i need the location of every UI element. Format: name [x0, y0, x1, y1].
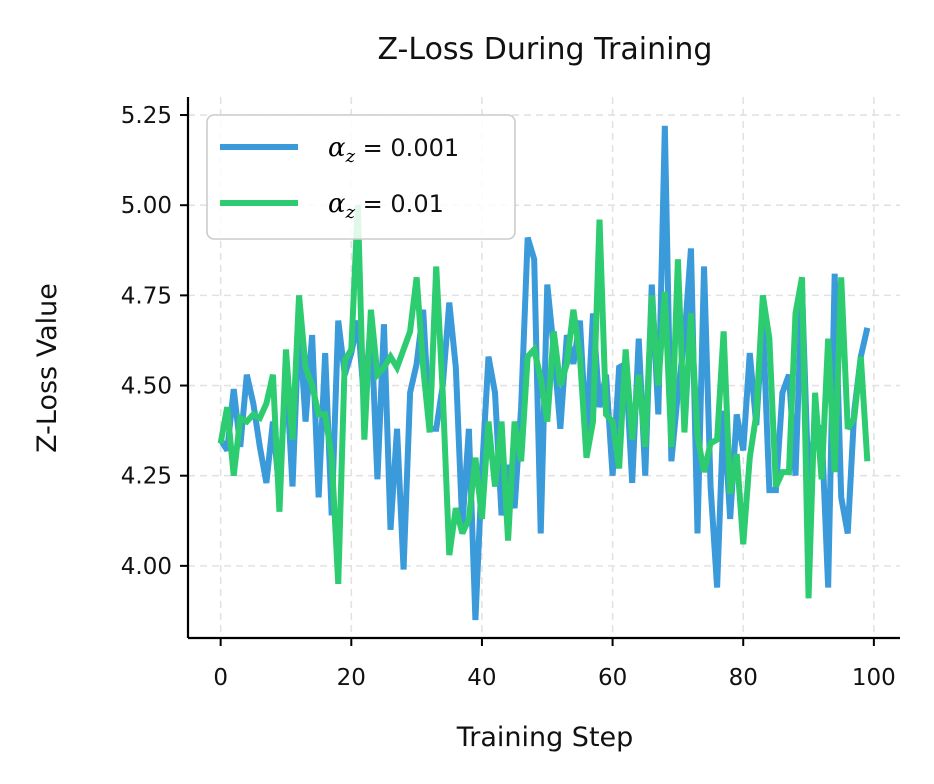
legend-text-1: = 0.001	[355, 134, 459, 162]
y-tick-label: 5.00	[121, 193, 172, 219]
y-tick-label: 4.00	[121, 554, 172, 580]
legend-text-2: = 0.01	[355, 190, 444, 218]
x-axis-label: Training Step	[456, 722, 634, 753]
x-tick-label: 100	[852, 665, 896, 691]
y-axis-label: Z-Loss Value	[32, 283, 63, 453]
y-ticks: 4.00 4.25 4.50 4.75 5.00 5.25	[121, 103, 188, 580]
legend-label-series-2: αz = 0.01	[328, 189, 444, 223]
x-tick-label: 40	[467, 665, 496, 691]
legend-subscript-2: z	[345, 202, 356, 223]
x-ticks: 0 20 40 60 80 100	[213, 638, 896, 691]
legend-symbol-2: α	[328, 189, 346, 219]
series-layer	[217, 125, 871, 621]
y-tick-label: 4.25	[121, 464, 172, 490]
x-tick-label: 20	[337, 665, 366, 691]
y-tick-label: 4.75	[121, 283, 172, 309]
y-tick-label: 5.25	[121, 103, 172, 129]
x-tick-label: 60	[598, 665, 627, 691]
chart-title: Z-Loss During Training	[378, 32, 713, 67]
legend-label-series-1: αz = 0.001	[328, 133, 459, 167]
x-tick-label: 0	[213, 665, 228, 691]
series-line-2	[217, 205, 871, 599]
x-tick-label: 80	[729, 665, 758, 691]
y-tick-label: 4.50	[121, 374, 172, 400]
legend: αz = 0.001 αz = 0.01	[206, 114, 516, 240]
legend-symbol-1: α	[328, 133, 346, 163]
legend-subscript-1: z	[345, 146, 356, 167]
